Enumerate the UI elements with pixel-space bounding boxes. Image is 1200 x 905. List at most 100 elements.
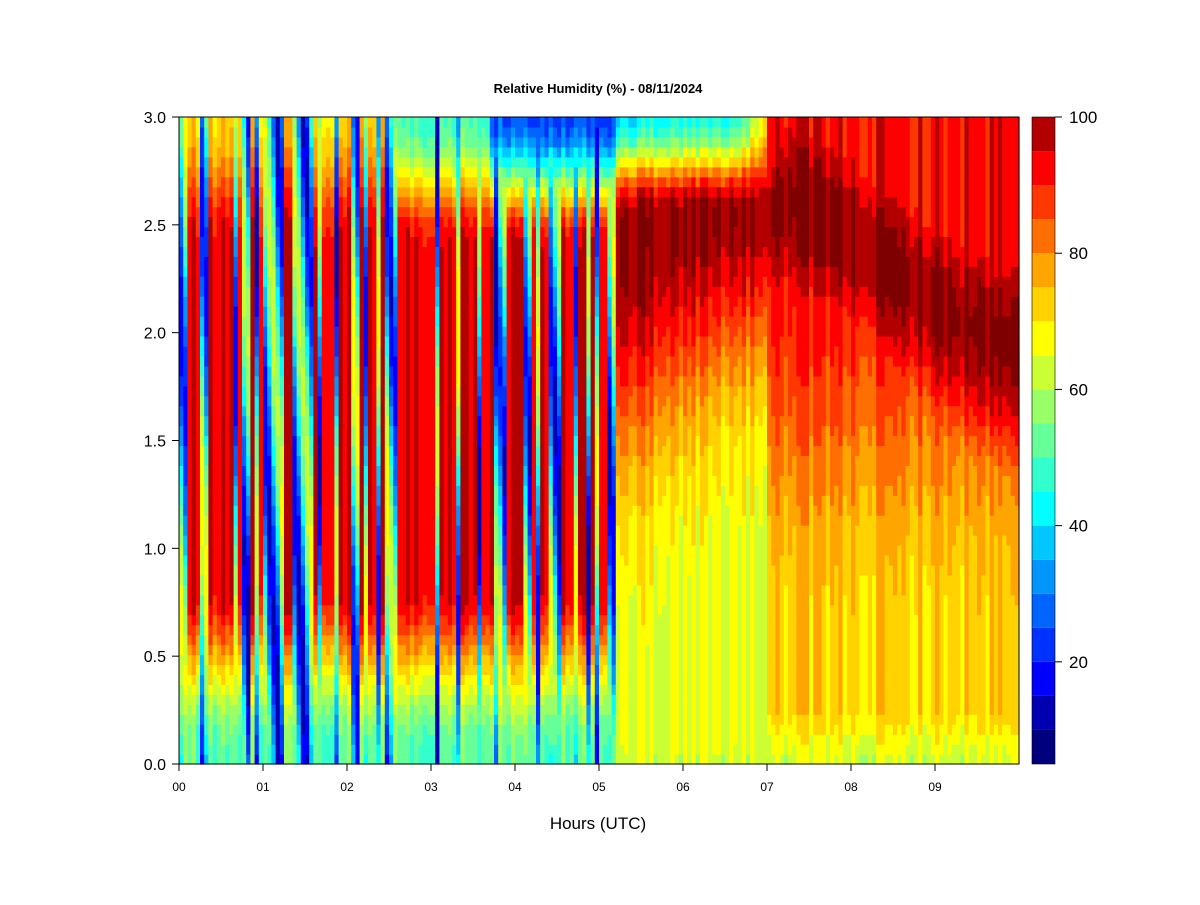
heat-cell bbox=[481, 704, 487, 715]
heat-cell bbox=[414, 614, 419, 626]
heat-cell bbox=[212, 236, 218, 247]
heat-cell bbox=[326, 415, 331, 427]
heat-cell bbox=[422, 724, 428, 735]
heat-cell bbox=[389, 316, 394, 327]
heat-cell bbox=[338, 186, 344, 198]
heat-cell bbox=[494, 246, 499, 257]
heat-cell bbox=[216, 654, 222, 666]
heat-cell bbox=[464, 704, 470, 715]
heat-cell bbox=[494, 574, 499, 586]
heat-cell bbox=[300, 694, 306, 705]
heat-cell bbox=[426, 345, 432, 357]
heat-cell bbox=[317, 236, 323, 247]
heat-cell bbox=[317, 704, 323, 715]
heat-cell bbox=[212, 684, 218, 695]
heat-cell bbox=[443, 186, 449, 198]
heat-cell bbox=[439, 276, 445, 287]
heat-cell bbox=[221, 256, 226, 267]
heat-cell bbox=[380, 505, 386, 516]
heat-cell bbox=[393, 694, 398, 705]
heat-cell bbox=[380, 545, 386, 556]
heat-cell bbox=[313, 704, 319, 715]
heat-cell bbox=[422, 216, 428, 228]
heat-cell bbox=[263, 754, 268, 765]
heat-cell bbox=[414, 146, 419, 158]
heat-cell bbox=[456, 425, 461, 437]
heat-cell bbox=[351, 654, 356, 666]
heat-cell bbox=[431, 445, 436, 457]
heat-cell bbox=[208, 564, 214, 576]
heat-cell bbox=[321, 545, 327, 556]
heat-cell bbox=[242, 256, 247, 267]
heat-cell bbox=[431, 256, 436, 267]
heat-cell bbox=[309, 196, 314, 208]
heat-cell bbox=[200, 684, 205, 695]
heat-cell bbox=[481, 654, 487, 666]
heat-cell bbox=[263, 604, 268, 616]
heat-cell bbox=[460, 415, 466, 427]
heat-cell bbox=[279, 515, 285, 526]
heat-cell bbox=[326, 206, 331, 218]
heat-cell bbox=[288, 734, 293, 745]
heat-cell bbox=[242, 136, 247, 148]
heat-cell bbox=[477, 674, 482, 685]
heat-cell bbox=[435, 564, 440, 576]
heat-cell bbox=[473, 724, 478, 735]
heat-cell bbox=[464, 694, 470, 705]
heat-cell bbox=[225, 246, 230, 257]
heat-cell bbox=[468, 614, 474, 626]
heat-cell bbox=[414, 425, 419, 437]
heat-cell bbox=[334, 146, 340, 158]
heat-cell bbox=[309, 166, 314, 178]
heat-cell bbox=[191, 256, 197, 267]
heat-cell bbox=[279, 136, 285, 148]
heat-cell bbox=[435, 465, 440, 476]
heat-cell bbox=[397, 365, 403, 377]
heat-cell bbox=[426, 465, 432, 476]
heat-cell bbox=[309, 117, 314, 128]
heat-cell bbox=[330, 395, 335, 407]
heat-cell bbox=[317, 624, 323, 636]
heat-cell bbox=[292, 594, 298, 606]
heat-cell bbox=[405, 246, 411, 257]
heat-cell bbox=[380, 704, 386, 715]
heat-cell bbox=[321, 246, 327, 257]
heat-cell bbox=[397, 316, 403, 327]
heat-cell bbox=[380, 564, 386, 576]
heat-cell bbox=[477, 535, 482, 546]
heat-cell bbox=[498, 425, 503, 437]
heat-cell bbox=[208, 216, 214, 228]
heat-cell bbox=[279, 634, 285, 646]
heat-cell bbox=[330, 296, 335, 307]
heat-cell bbox=[183, 664, 188, 676]
heat-cell bbox=[250, 684, 256, 695]
heat-cell bbox=[321, 196, 327, 208]
heat-cell bbox=[187, 704, 193, 715]
heat-cell bbox=[342, 455, 348, 466]
heat-cell bbox=[221, 326, 226, 337]
heat-cell bbox=[204, 236, 209, 247]
heat-cell bbox=[485, 485, 491, 496]
heat-cell bbox=[389, 564, 394, 576]
heat-cell bbox=[376, 614, 382, 626]
heat-cell bbox=[296, 545, 302, 556]
heat-cell bbox=[200, 176, 205, 188]
heat-cell bbox=[494, 515, 499, 526]
heat-cell bbox=[246, 256, 251, 267]
heat-cell bbox=[389, 445, 394, 457]
heat-cell bbox=[321, 405, 327, 417]
heat-cell bbox=[435, 306, 440, 317]
heat-cell bbox=[435, 515, 440, 526]
heat-cell bbox=[464, 614, 470, 626]
heat-cell bbox=[372, 475, 377, 486]
heat-cell bbox=[342, 236, 348, 247]
heat-cell bbox=[191, 395, 197, 407]
heat-cell bbox=[384, 176, 390, 188]
heat-cell bbox=[246, 166, 251, 178]
heat-cell bbox=[359, 624, 365, 636]
heat-cell bbox=[300, 216, 306, 228]
heat-cell bbox=[368, 425, 373, 437]
heat-cell bbox=[263, 335, 268, 347]
heat-cell bbox=[422, 385, 428, 397]
heat-cell bbox=[410, 574, 415, 586]
